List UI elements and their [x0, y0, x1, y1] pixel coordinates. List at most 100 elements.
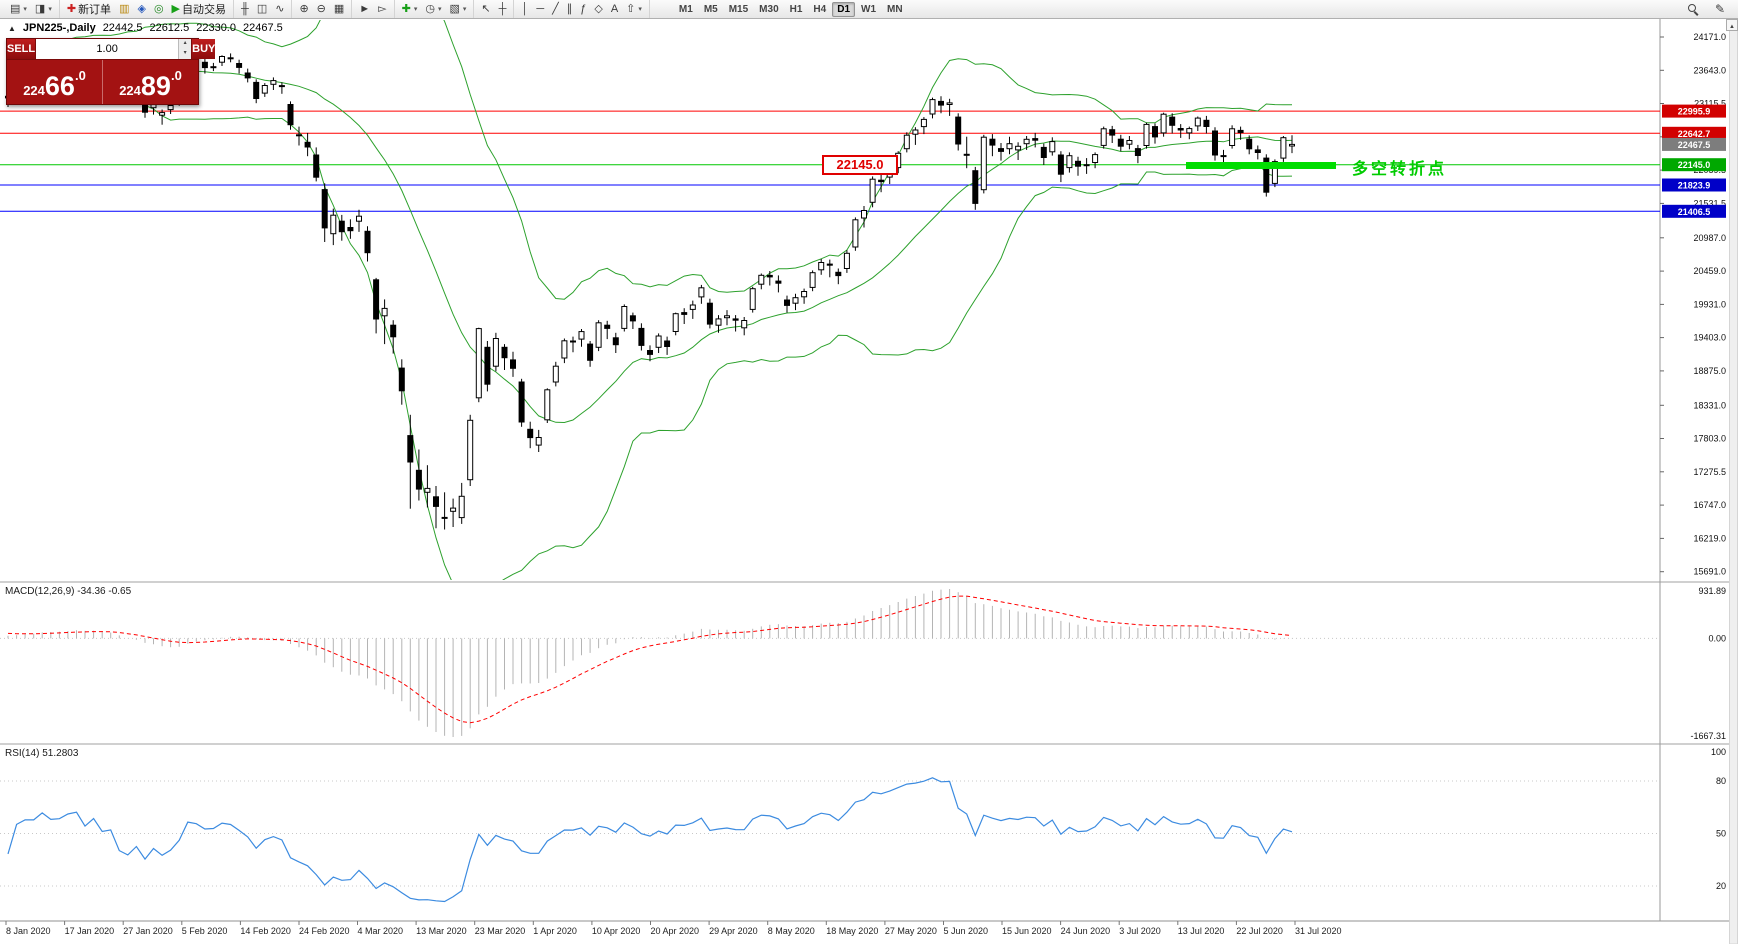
- tile-windows-icon[interactable]: ▦: [330, 1, 348, 17]
- arrows-icon-caret[interactable]: ▾: [638, 6, 642, 13]
- sell-price[interactable]: 224 66 .0: [7, 60, 103, 104]
- sell-price-big: 66: [44, 71, 75, 101]
- axis-tag-22467.5: [1662, 137, 1726, 151]
- axis-tag-21406.5: [1662, 204, 1726, 218]
- chart-scrollbar[interactable]: ▲: [1726, 17, 1738, 944]
- crosshair-icon-glyph: ┼: [498, 3, 507, 15]
- tf-m1[interactable]: M1: [678, 3, 693, 15]
- templates-icon[interactable]: ▧ ▾: [446, 1, 471, 17]
- periods-icon[interactable]: ◷ ▾: [421, 1, 445, 17]
- profiles-icon-caret[interactable]: ▾: [48, 6, 52, 13]
- indicators-icon-caret[interactable]: ▾: [413, 6, 418, 13]
- profiles-icon[interactable]: ◨ ▾: [31, 1, 56, 17]
- autotrading-button[interactable]: ▶ 自动交易: [168, 1, 230, 17]
- tf-h1[interactable]: H1: [789, 3, 803, 15]
- svg-text:5 Jun 2020: 5 Jun 2020: [944, 926, 989, 936]
- arrows-icon[interactable]: ⇧ ▾: [622, 1, 646, 17]
- shapes-icon[interactable]: ◇: [590, 1, 606, 17]
- text-icon[interactable]: A: [607, 1, 622, 17]
- channel-icon[interactable]: ∥: [563, 1, 577, 17]
- tf-mn[interactable]: MN: [887, 3, 903, 15]
- price-annotation-box[interactable]: 22145.0: [822, 154, 898, 175]
- svg-text:100: 100: [1711, 747, 1726, 757]
- toolbar: ▤ ▾ ◨ ▾ ✚ 新订单 ▥ ◈ ◎ ▶ 自动交易 ╫ ◫ ∿ ⊕ ⊖ ▦ ► ▻ ✚ ▾ ◷ ▾ ▧ ▾ ↖ ┼ │ ─ ╱ ∥ ƒ ◇ A ⇧…: [0, 0, 1738, 19]
- new-chart-icon-caret[interactable]: ▾: [23, 6, 27, 13]
- tf-w1[interactable]: W1: [861, 3, 877, 15]
- buy-button[interactable]: BUY: [191, 39, 216, 59]
- zoom-out-icon[interactable]: ⊖: [313, 1, 330, 17]
- horizontal-line-icon[interactable]: ─: [532, 1, 548, 17]
- ohlc-high: 22612.5: [149, 22, 190, 34]
- svg-text:▲: ▲: [1729, 24, 1735, 30]
- candlestick-chart-icon-glyph: ◫: [256, 3, 268, 15]
- trade-panel-prices: 224 66 .0 224 89 .0: [7, 60, 198, 104]
- fibonacci-icon[interactable]: ƒ: [576, 1, 590, 17]
- time-axis[interactable]: 8 Jan 2020 17 Jan 2020 27 Jan 2020 5 Feb 20…: [5, 921, 1342, 936]
- new-order-button[interactable]: ✚ 新订单: [63, 1, 115, 17]
- crosshair-icon[interactable]: ┼: [495, 1, 511, 17]
- candlestick-chart-icon[interactable]: ◫: [253, 1, 271, 17]
- svg-text:17803.0: 17803.0: [1693, 434, 1726, 444]
- indicator-axes[interactable]: 931.89 0.00 -1667.31 100 80 50 20: [1690, 586, 1726, 891]
- tf-h4[interactable]: H4: [813, 3, 827, 15]
- tf-m30[interactable]: M30: [759, 3, 779, 15]
- buy-price-suffix: .0: [170, 68, 182, 83]
- tf-m5[interactable]: M5: [703, 3, 718, 15]
- chart-shift-icon[interactable]: ▻: [374, 1, 390, 17]
- trendline-icon[interactable]: ╱: [548, 1, 563, 17]
- turning-point-segment[interactable]: [1186, 161, 1336, 169]
- line-chart-icon-glyph: ∿: [275, 3, 285, 15]
- svg-text:20987.0: 20987.0: [1693, 233, 1726, 243]
- sell-button[interactable]: SELL: [7, 39, 37, 59]
- svg-text:24171.0: 24171.0: [1693, 32, 1726, 42]
- search-icon[interactable]: [1684, 1, 1703, 17]
- periods-icon-caret[interactable]: ▾: [437, 6, 442, 13]
- autotrading-button-glyph: ▶: [171, 3, 181, 15]
- horizontal-line-icon-glyph: ─: [536, 3, 545, 15]
- tf-d1[interactable]: D1: [832, 1, 856, 17]
- toolbar-group: ↖ ┼: [474, 0, 515, 18]
- vertical-line-icon[interactable]: │: [517, 1, 532, 17]
- tf-m15[interactable]: M15: [728, 3, 749, 15]
- svg-text:21531.5: 21531.5: [1693, 198, 1726, 208]
- svg-text:22642.7: 22642.7: [1678, 129, 1711, 139]
- svg-text:15691.0: 15691.0: [1693, 567, 1726, 577]
- buy-price[interactable]: 224 89 .0: [103, 60, 198, 104]
- turning-point-label: 多空转折点: [1352, 160, 1448, 178]
- cursor-icon[interactable]: ↖: [477, 1, 494, 17]
- svg-text:23 Mar 2020: 23 Mar 2020: [475, 926, 526, 936]
- indicators-icon[interactable]: ✚ ▾: [398, 1, 422, 17]
- new-chart-icon[interactable]: ▤ ▾: [6, 1, 31, 17]
- trendline-icon-glyph: ╱: [552, 3, 559, 15]
- bb-lower-line: [7, 83, 1293, 580]
- zoom-in-icon[interactable]: ⊕: [295, 1, 312, 17]
- svg-text:18875.0: 18875.0: [1693, 366, 1726, 376]
- price-axis[interactable]: 24171.023643.023115.522587.522059.521531…: [1660, 32, 1726, 577]
- navigator-icon[interactable]: ◎: [150, 1, 168, 17]
- market-watch-icon[interactable]: ▥: [115, 1, 133, 17]
- autotrading-button-label: 自动交易: [182, 4, 227, 16]
- bar-chart-icon[interactable]: ╫: [237, 1, 253, 17]
- auto-scroll-icon[interactable]: ►: [355, 1, 374, 17]
- lot-decrease-icon[interactable]: ▾: [179, 49, 192, 59]
- svg-text:17275.5: 17275.5: [1693, 467, 1726, 477]
- toolbar-group: ✚ ▾ ◷ ▾ ▧ ▾: [395, 0, 475, 18]
- text-icon-glyph: A: [610, 3, 619, 15]
- market-watch-icon-glyph: ▥: [119, 3, 130, 15]
- lot-size-input[interactable]: [36, 39, 179, 59]
- edit-icon[interactable]: ✎: [1711, 1, 1729, 17]
- one-click-collapse-icon[interactable]: ▲: [8, 23, 16, 33]
- lot-increase-icon[interactable]: ▴: [179, 39, 192, 49]
- axis-tag-22145.0: [1662, 158, 1726, 172]
- profiles-icon-glyph: ◨: [34, 3, 46, 15]
- toolbar-group: ╫ ◫ ∿: [234, 0, 293, 18]
- svg-text:3 Jul 2020: 3 Jul 2020: [1119, 926, 1161, 936]
- svg-text:24 Jun 2020: 24 Jun 2020: [1061, 926, 1111, 936]
- lot-spinner: ▴ ▾: [178, 39, 192, 59]
- line-chart-icon[interactable]: ∿: [271, 1, 288, 17]
- cursor-icon-glyph: ↖: [481, 3, 491, 15]
- svg-text:22145.0: 22145.0: [1678, 160, 1711, 170]
- templates-icon-caret[interactable]: ▾: [462, 6, 467, 13]
- data-window-icon[interactable]: ◈: [133, 1, 149, 17]
